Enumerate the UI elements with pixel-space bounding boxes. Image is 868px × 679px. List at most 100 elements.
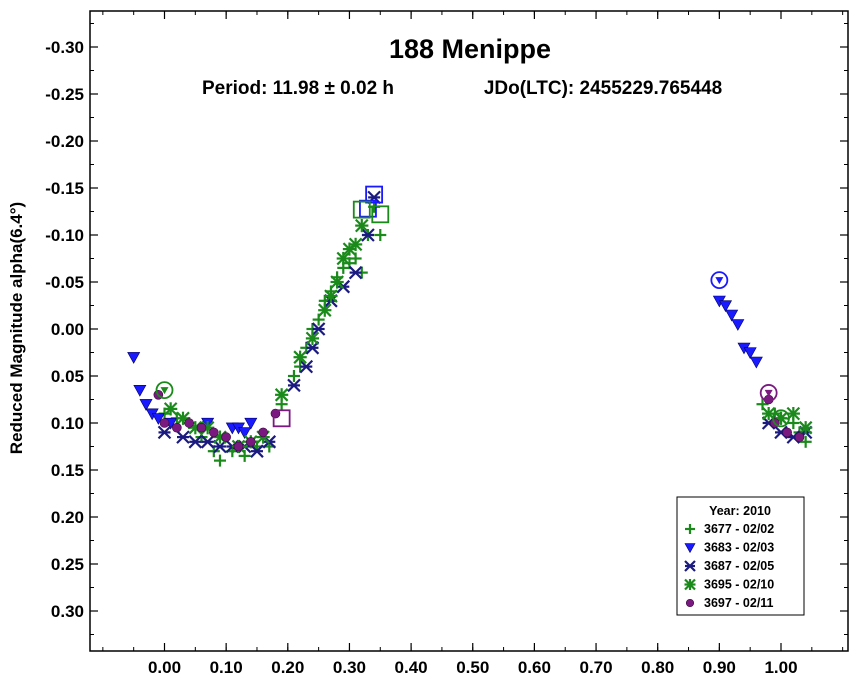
- legend: Year: 2010 3677 - 02/02 3683 - 02/03 3687 …: [676, 496, 805, 616]
- data-point-star: [163, 402, 178, 416]
- chart-title: 188 Menippe: [389, 34, 551, 64]
- data-point-asterisk: [200, 435, 215, 449]
- x-tick-label: 0.80: [641, 658, 674, 677]
- data-point-asterisk: [311, 322, 326, 336]
- data-point-square-open: [371, 205, 390, 224]
- y-tick-label: 0.10: [51, 414, 84, 433]
- axis-ticks: [90, 11, 848, 651]
- data-point-star: [318, 303, 332, 317]
- data-point-star: [305, 331, 320, 346]
- data-point-star: [324, 289, 338, 303]
- y-tick-labels: -0.30 -0.25 -0.20 -0.15 -0.10 -0.05 0.00 0.05 0.…: [45, 38, 84, 621]
- x-tick-label: 0.30: [333, 658, 366, 677]
- data-point-circle: [209, 427, 219, 438]
- x-tick-label: 0.40: [395, 658, 428, 677]
- data-point-star: [336, 251, 351, 266]
- y-tick-label: 0.20: [51, 508, 84, 527]
- data-point-asterisk: [299, 359, 314, 374]
- legend-marker-star: [684, 578, 696, 591]
- x-tick-label: 0.60: [518, 658, 551, 677]
- y-tick-label: -0.10: [45, 226, 84, 245]
- data-point-triangle-down: [238, 427, 252, 440]
- y-axis-label: Reduced Magnitude alpha(6.4°): [7, 202, 26, 454]
- data-point-asterisk: [348, 265, 363, 280]
- data-point-star: [798, 420, 813, 435]
- y-tick-label: -0.25: [45, 85, 84, 104]
- x-tick-label: 0.70: [580, 658, 613, 677]
- data-point-circle-open: [710, 271, 729, 290]
- data-point-plus: [799, 435, 812, 448]
- data-point-star: [355, 218, 369, 233]
- data-point-triangle-down: [127, 352, 141, 364]
- data-point-square-open: [272, 409, 291, 428]
- data-point-circle: [246, 436, 256, 447]
- data-point-circle: [221, 432, 231, 442]
- x-tick-label: 0.50: [456, 658, 489, 677]
- y-tick-label: -0.15: [45, 179, 84, 198]
- x-tick-label: 0.90: [703, 658, 736, 677]
- data-point-triangle-down: [743, 347, 757, 360]
- data-point-triangle-down: [725, 309, 739, 322]
- legend-marker-plus: [685, 524, 695, 534]
- data-point-triangle-down: [139, 399, 153, 411]
- legend-entry-label: 3697 - 02/11: [704, 596, 774, 610]
- x-tick-labels: 0.00 0.10 0.20 0.30 0.40 0.50 0.60 0.70 0.80 0.90…: [148, 658, 798, 677]
- x-tick-label: 0.00: [148, 658, 181, 677]
- data-point-triangle-down: [719, 300, 733, 313]
- data-points: [127, 185, 813, 467]
- data-point-asterisk: [361, 228, 375, 242]
- data-point-star: [293, 350, 307, 364]
- data-point-asterisk: [157, 425, 172, 440]
- data-point-triangle-down: [133, 384, 147, 397]
- legend-entry-label: 3687 - 02/05: [704, 559, 774, 573]
- data-point-star: [348, 237, 363, 252]
- data-point-asterisk: [250, 444, 264, 458]
- legend-entry-label: 3677 - 02/02: [704, 522, 774, 536]
- data-point-star: [274, 388, 289, 402]
- y-tick-label: -0.05: [45, 273, 84, 292]
- legend-marker-circle: [685, 598, 695, 608]
- data-point-square-open: [359, 199, 377, 218]
- data-point-circle-open: [772, 409, 790, 428]
- legend-title: Year: 2010: [709, 504, 771, 518]
- x-tick-label: 1.00: [764, 658, 797, 677]
- y-tick-label: 0.05: [51, 367, 84, 386]
- data-point-circle: [184, 418, 194, 428]
- data-point-triangle-down: [151, 413, 165, 425]
- legend-entry-label: 3683 - 02/03: [704, 541, 774, 555]
- x-tick-label: 0.10: [210, 658, 243, 677]
- data-point-circle-open: [155, 381, 174, 400]
- data-point-plus: [287, 370, 300, 382]
- period-label: Period: 11.98 ± 0.02 h: [202, 78, 394, 99]
- y-tick-label: 0.15: [51, 461, 84, 480]
- data-point-circle: [782, 427, 792, 438]
- data-point-circle: [172, 422, 182, 433]
- y-tick-label: -0.20: [45, 132, 84, 151]
- y-tick-label: 0.30: [51, 602, 84, 621]
- y-tick-label: 0.00: [51, 320, 84, 339]
- y-tick-label: 0.25: [51, 555, 84, 574]
- data-point-circle: [233, 441, 244, 452]
- y-tick-label: -0.30: [45, 38, 84, 57]
- legend-marker-asterisk: [684, 560, 696, 572]
- data-point-circle-open: [759, 384, 778, 402]
- data-point-triangle-down: [731, 319, 745, 331]
- data-point-square-open: [352, 200, 371, 219]
- legend-entry-label: 3695 - 02/10: [704, 578, 774, 592]
- data-point-triangle-down: [749, 356, 763, 369]
- data-point-triangle-down: [244, 417, 258, 430]
- data-point-asterisk: [188, 435, 203, 449]
- data-point-circle: [258, 427, 268, 438]
- x-tick-label: 0.20: [271, 658, 304, 677]
- data-point-plus: [374, 229, 387, 241]
- data-point-circle: [794, 432, 805, 442]
- data-point-plus: [213, 454, 226, 467]
- epoch-label: JDo(LTC): 2455229.765448: [484, 78, 722, 99]
- data-point-circle: [196, 422, 207, 433]
- legend-box: [676, 496, 805, 616]
- legend-marker-triangle-down: [684, 543, 696, 554]
- data-point-circle: [159, 418, 170, 428]
- data-point-asterisk: [176, 430, 190, 444]
- data-point-star: [330, 275, 344, 289]
